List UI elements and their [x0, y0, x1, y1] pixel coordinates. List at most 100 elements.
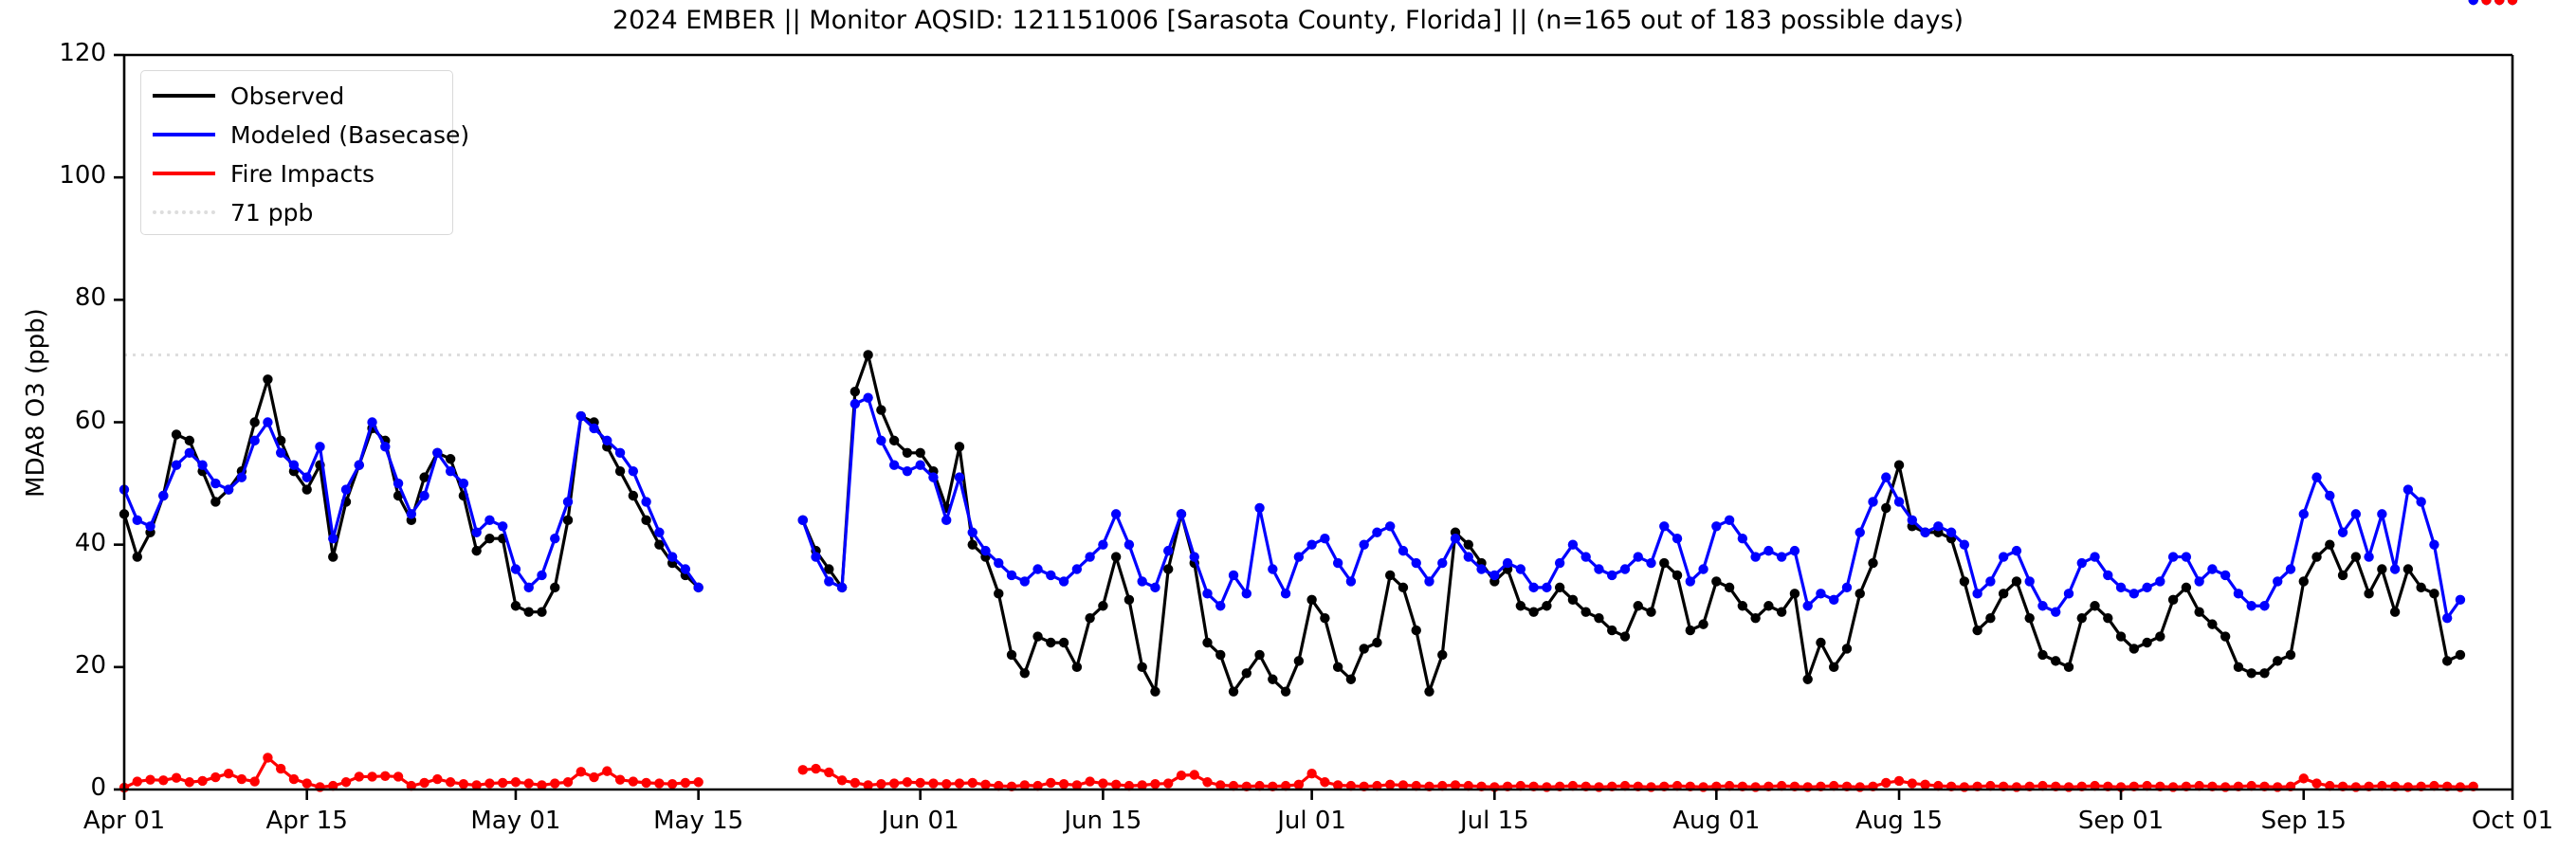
data-point: [1502, 557, 1513, 569]
data-point: [510, 564, 521, 574]
data-point: [2246, 668, 2256, 679]
legend-item-fire-impacts[interactable]: Fire Impacts: [153, 154, 375, 192]
y-tick-label: 100: [59, 161, 106, 191]
data-point: [1881, 777, 1891, 789]
data-point: [432, 447, 443, 458]
data-point: [210, 771, 221, 783]
data-point: [1816, 589, 1826, 599]
plot-background: [124, 55, 2512, 789]
legend-item-modeled-basecase[interactable]: Modeled (Basecase): [153, 116, 469, 154]
data-point: [1698, 619, 1708, 629]
data-point: [1137, 576, 1147, 587]
data-point: [2142, 637, 2152, 648]
data-point: [1306, 539, 1317, 550]
data-point: [1998, 589, 2009, 599]
data-point: [641, 497, 651, 507]
data-point: [1580, 552, 1591, 562]
legend-label: Modeled (Basecase): [230, 120, 470, 149]
data-point: [1019, 780, 1030, 790]
data-point: [2103, 612, 2113, 624]
data-point: [2311, 778, 2322, 789]
data-point: [340, 777, 352, 788]
data-point: [1215, 601, 1226, 611]
data-point: [2350, 552, 2362, 562]
data-point: [1280, 589, 1291, 599]
data-point: [550, 778, 560, 789]
data-point: [863, 780, 873, 790]
x-tick-label: Jun 01: [881, 807, 959, 835]
data-point: [2051, 607, 2061, 617]
data-point: [562, 497, 574, 507]
data-point: [1372, 527, 1382, 537]
data-point: [263, 374, 273, 385]
data-point: [2194, 607, 2204, 617]
data-point: [445, 777, 456, 788]
data-point: [1672, 534, 1683, 544]
data-point: [550, 582, 560, 593]
data-point: [2181, 582, 2192, 593]
data-point: [1893, 497, 1905, 507]
data-point: [1398, 780, 1409, 790]
data-point: [589, 771, 599, 783]
data-point: [2063, 662, 2074, 673]
data-point: [1437, 557, 1448, 569]
data-point: [1698, 564, 1708, 574]
data-point: [2337, 527, 2348, 537]
data-point: [863, 350, 873, 360]
data-point: [1489, 570, 1500, 581]
data-point: [171, 460, 182, 470]
data-point: [850, 777, 861, 789]
data-point: [523, 778, 534, 789]
legend-item-observed[interactable]: Observed: [153, 77, 344, 115]
data-point: [1150, 582, 1160, 593]
data-point: [1085, 552, 1095, 562]
x-tick-label: Apr 01: [82, 807, 166, 835]
data-point: [367, 417, 377, 427]
data-point: [1841, 644, 1853, 654]
data-point: [1241, 589, 1251, 599]
data-point: [2468, 0, 2478, 6]
data-point: [1515, 601, 1526, 611]
data-point: [967, 527, 977, 537]
data-point: [2337, 570, 2348, 581]
data-point: [1959, 576, 1970, 587]
data-point: [824, 564, 834, 574]
data-point: [380, 771, 391, 781]
data-point: [2076, 557, 2087, 569]
data-point: [2142, 582, 2152, 593]
data-point: [1280, 686, 1291, 697]
data-point: [2246, 601, 2256, 611]
data-point: [2207, 564, 2218, 574]
data-point: [2377, 564, 2387, 574]
data-point: [2441, 612, 2453, 624]
data-point: [654, 539, 665, 550]
data-point: [628, 776, 639, 787]
data-point: [1137, 662, 1147, 673]
data-point: [915, 460, 925, 470]
legend-item-71-ppb[interactable]: 71 ppb: [153, 193, 313, 231]
data-point: [1972, 589, 1982, 599]
x-tick-label: Sep 15: [2260, 807, 2347, 835]
data-point: [1202, 777, 1213, 788]
data-point: [1802, 601, 1813, 611]
data-point: [1332, 557, 1343, 569]
data-point: [1110, 509, 1122, 519]
data-point: [315, 442, 325, 452]
data-point: [1254, 502, 1265, 514]
data-point: [301, 484, 312, 495]
data-point: [614, 774, 626, 785]
series-modeled-basecase: [119, 0, 2518, 624]
data-point: [589, 423, 599, 434]
data-point: [915, 447, 925, 458]
data-point: [994, 557, 1004, 569]
x-tick-label: Sep 01: [2077, 807, 2165, 835]
data-point: [2167, 552, 2179, 562]
data-point: [1411, 625, 1421, 636]
data-point: [1646, 607, 1656, 617]
data-point: [1424, 686, 1434, 697]
data-point: [537, 607, 547, 617]
data-point: [1737, 534, 1748, 544]
data-point: [1424, 576, 1434, 587]
data-point: [1320, 534, 1330, 544]
